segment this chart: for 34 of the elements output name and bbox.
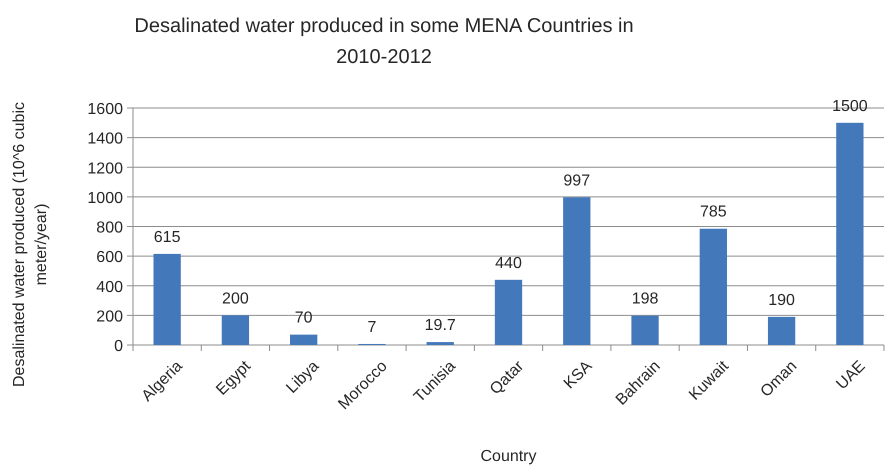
- bar: [700, 228, 727, 345]
- y-tick-label: 800: [96, 220, 124, 236]
- y-tick-label: 1600: [87, 101, 124, 118]
- chart-title: Desalinated water produced in some MENA Countries in 2010-2012: [134, 15, 634, 68]
- x-tick-label: KSA: [560, 357, 596, 392]
- bar: [836, 122, 864, 345]
- bar: [631, 316, 659, 345]
- bar: [768, 316, 796, 345]
- y-tick-label: 0: [114, 338, 124, 355]
- data-label: 190: [768, 292, 796, 309]
- y-tick-label: 1200: [87, 160, 124, 178]
- bar: [426, 342, 454, 345]
- data-label: 785: [700, 204, 727, 221]
- bar: [153, 254, 181, 345]
- bar: [222, 315, 250, 345]
- bar: [494, 280, 522, 345]
- bar: [563, 197, 590, 345]
- data-label: 440: [495, 254, 522, 272]
- x-axis-title: Country: [480, 448, 537, 465]
- data-label: 200: [222, 290, 249, 308]
- data-label: 997: [563, 172, 590, 190]
- y-tick-label: 600: [96, 249, 124, 266]
- data-label: 1500: [832, 98, 868, 115]
- bar: [290, 334, 318, 345]
- y-tick-label: 1400: [87, 130, 124, 148]
- y-tick-label: 200: [96, 308, 124, 326]
- data-label: 198: [632, 290, 658, 308]
- y-tick-label: 1000: [87, 190, 124, 207]
- data-label: 7: [368, 318, 376, 336]
- data-label: 615: [154, 228, 181, 246]
- y-axis-title: Desalinated water produced (10^6 cubic meter/year): [11, 102, 50, 388]
- y-tick-label: 400: [96, 278, 124, 296]
- data-label: 19.7: [424, 317, 456, 334]
- data-label: 70: [294, 310, 313, 327]
